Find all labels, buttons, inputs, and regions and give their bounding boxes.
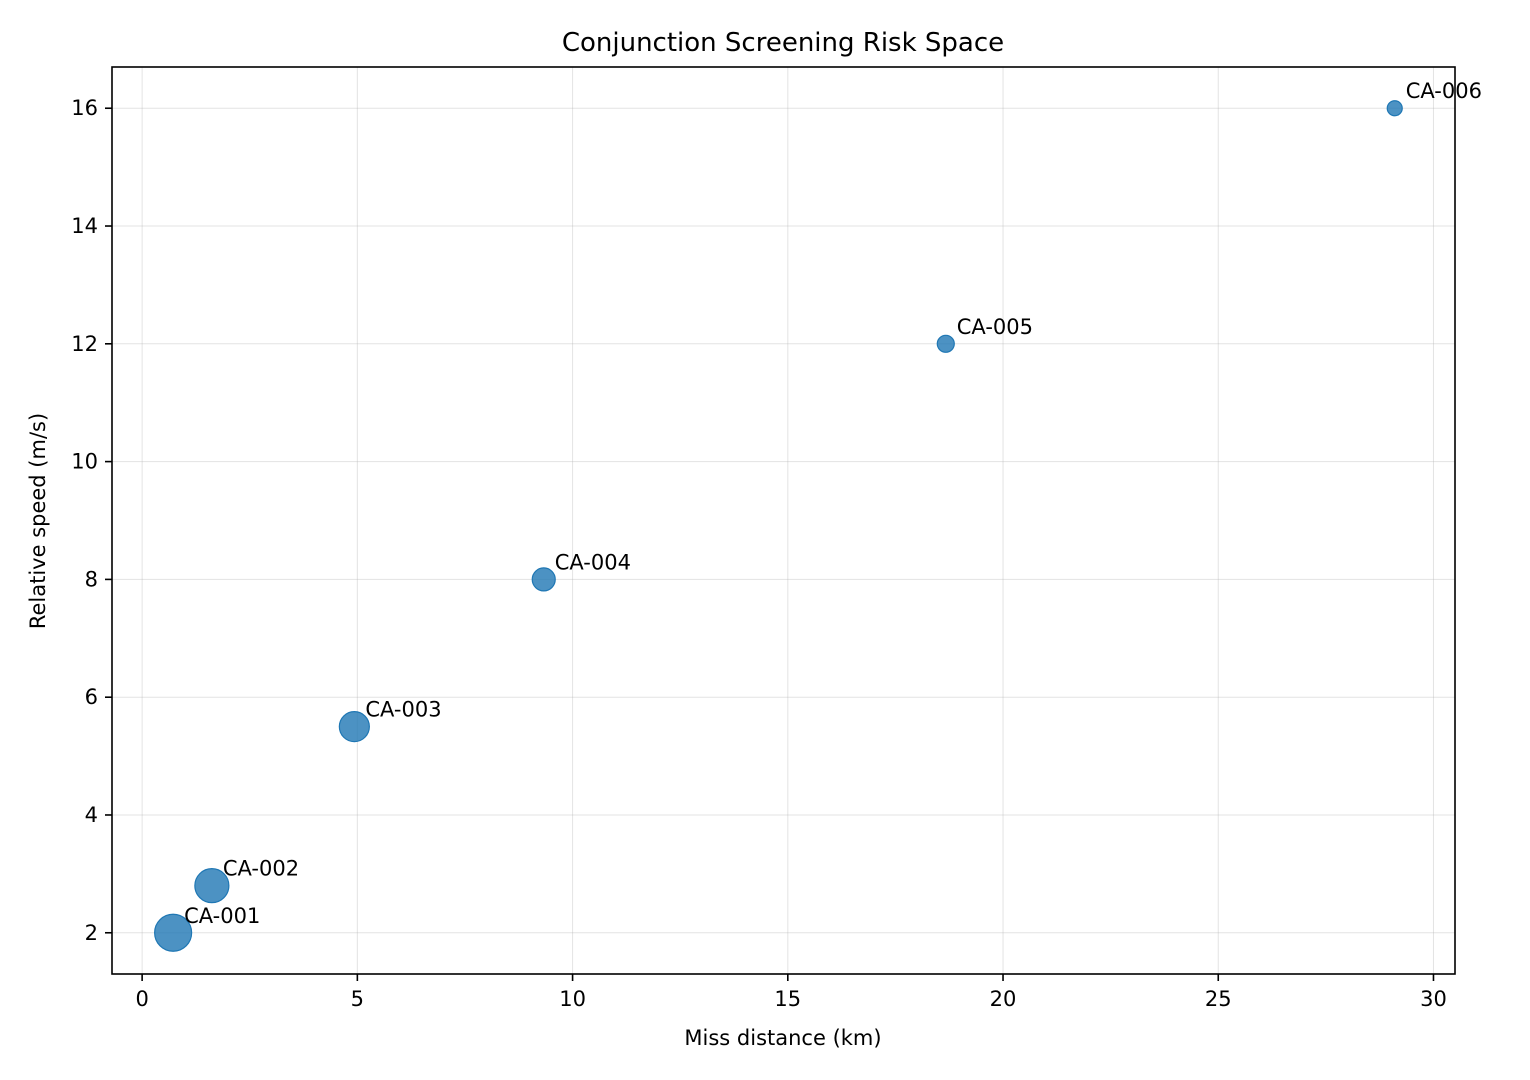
point-label: CA-005 bbox=[957, 315, 1033, 339]
x-tick-label: 30 bbox=[1420, 987, 1447, 1011]
data-point bbox=[1386, 100, 1403, 117]
chart-title: Conjunction Screening Risk Space bbox=[562, 28, 1004, 58]
point-label: CA-003 bbox=[365, 698, 441, 722]
x-axis-label: Miss distance (km) bbox=[684, 1026, 881, 1050]
data-point bbox=[194, 868, 230, 904]
y-tick-label: 12 bbox=[71, 332, 98, 356]
point-label: CA-006 bbox=[1406, 79, 1482, 103]
y-tick-label: 14 bbox=[71, 214, 98, 238]
point-label: CA-002 bbox=[223, 857, 299, 881]
x-tick-label: 5 bbox=[351, 987, 364, 1011]
x-tick-label: 0 bbox=[135, 987, 148, 1011]
x-axis-ticks: 0 5 10 15 20 25 30 bbox=[135, 974, 1447, 1011]
data-point bbox=[154, 913, 193, 952]
x-tick-label: 10 bbox=[559, 987, 586, 1011]
y-tick-label: 10 bbox=[71, 450, 98, 474]
point-label: CA-004 bbox=[555, 550, 631, 574]
x-tick-label: 25 bbox=[1205, 987, 1232, 1011]
y-tick-label: 8 bbox=[85, 567, 98, 591]
y-tick-label: 4 bbox=[85, 803, 98, 827]
y-axis-label: Relative speed (m/s) bbox=[26, 413, 50, 629]
point-label: CA-001 bbox=[184, 904, 260, 928]
y-tick-label: 16 bbox=[71, 96, 98, 120]
data-point bbox=[531, 567, 556, 592]
x-tick-label: 15 bbox=[774, 987, 801, 1011]
plot-frame bbox=[111, 66, 1456, 975]
y-tick-label: 6 bbox=[85, 685, 98, 709]
y-axis-ticks: 2 4 6 8 10 12 14 16 bbox=[71, 96, 112, 945]
y-tick-label: 2 bbox=[85, 921, 98, 945]
grid-lines bbox=[112, 67, 1455, 974]
data-points: CA-001 CA-002 CA-003 CA-004 CA-005 CA-006 bbox=[154, 79, 1482, 952]
x-tick-label: 20 bbox=[990, 987, 1017, 1011]
data-point bbox=[936, 334, 955, 353]
data-point bbox=[338, 711, 370, 743]
